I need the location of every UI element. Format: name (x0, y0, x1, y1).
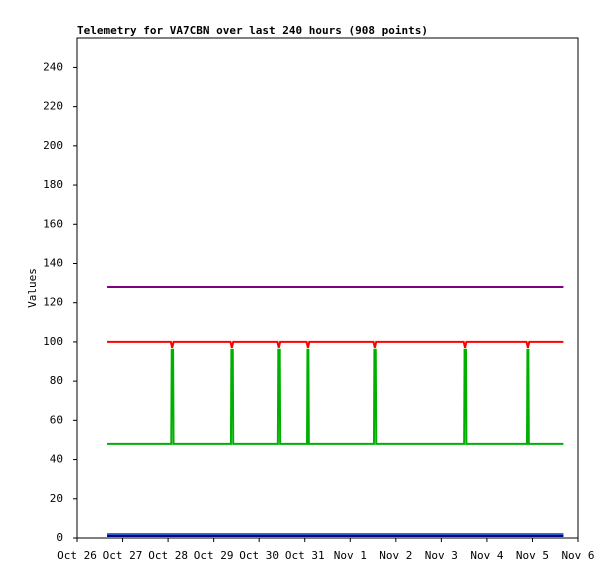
y-tick-label: 100 (43, 335, 63, 348)
x-tick-label: Nov 3 (425, 549, 458, 562)
y-tick-label: 200 (43, 139, 63, 152)
plot-frame (76, 37, 579, 539)
series-line (107, 340, 564, 349)
y-tick-label: 0 (56, 531, 63, 544)
y-tick-label: 20 (50, 492, 63, 505)
x-tick-label: Nov 5 (516, 549, 549, 562)
y-tick-label: 40 (50, 453, 63, 466)
y-tick-label: 240 (43, 60, 63, 73)
y-tick-label: 220 (43, 100, 63, 113)
y-tick-label: 80 (50, 374, 63, 387)
chart-title: Telemetry for VA7CBN over last 240 hours… (77, 24, 428, 37)
x-tick-label: Oct 29 (194, 549, 234, 562)
x-tick-label: Oct 26 (57, 549, 97, 562)
x-tick-label: Oct 27 (103, 549, 143, 562)
y-axis-label: Values (26, 268, 39, 308)
y-tick-label: 180 (43, 178, 63, 191)
x-tick-label: Nov 1 (334, 549, 367, 562)
y-tick-label: 160 (43, 217, 63, 230)
x-tick-label: Nov 2 (379, 549, 412, 562)
x-tick-label: Oct 28 (148, 549, 188, 562)
x-tick-label: Nov 4 (470, 549, 503, 562)
y-tick-label: 140 (43, 256, 63, 269)
y-tick-label: 60 (50, 413, 63, 426)
y-tick-label: 120 (43, 296, 63, 309)
x-tick-label: Nov 6 (561, 549, 594, 562)
series-line (107, 348, 564, 445)
x-tick-label: Oct 31 (285, 549, 325, 562)
x-tick-label: Oct 30 (239, 549, 279, 562)
